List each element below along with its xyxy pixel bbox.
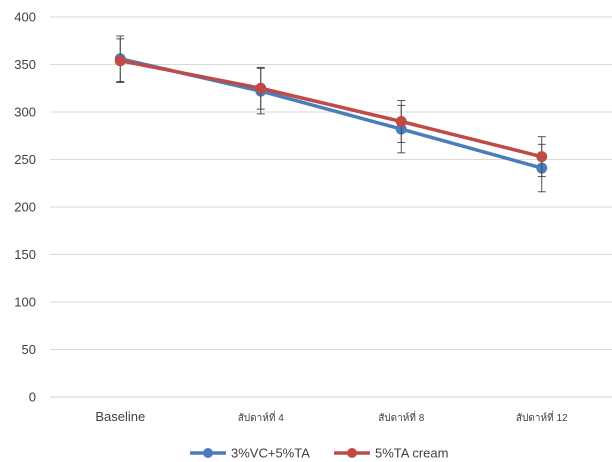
data-point [536, 151, 548, 163]
gridlines [50, 16, 612, 398]
legend: 3%VC+5%TA 5%TA cream [190, 446, 448, 461]
y-tick-label: 250 [14, 152, 36, 167]
y-tick-label: 100 [14, 295, 36, 310]
x-category-label: สัปดาห์ที่ 8 [378, 410, 425, 424]
y-tick-label: 350 [14, 57, 36, 72]
series-1 [114, 35, 548, 193]
y-tick-label: 300 [14, 105, 36, 120]
legend-label: 3%VC+5%TA [231, 446, 310, 461]
legend-swatch-marker [203, 448, 213, 458]
x-category-label: Baseline [95, 409, 145, 424]
y-axis-tick-labels: 0 50 100 150 200 250 300 350 400 [14, 10, 36, 405]
y-tick-label: 200 [14, 200, 36, 215]
data-point [395, 116, 407, 127]
x-category-label: สัปดาห์ที่ 4 [238, 410, 285, 424]
data-point [255, 82, 267, 94]
y-tick-label: 150 [14, 247, 36, 262]
data-point [114, 55, 126, 67]
y-tick-label: 50 [22, 342, 36, 357]
series-layer [114, 35, 548, 193]
x-axis-category-labels: Baseline สัปดาห์ที่ 4 สัปดาห์ที่ 8 สัปดาห์ท… [95, 409, 568, 424]
legend-label: 5%TA cream [375, 446, 448, 461]
series-line [118, 58, 544, 159]
legend-item: 3%VC+5%TA [190, 446, 310, 461]
series-line [118, 57, 544, 170]
legend-swatch-marker [347, 448, 357, 458]
y-tick-label: 400 [14, 10, 36, 25]
y-tick-label: 0 [29, 390, 36, 405]
legend-item: 5%TA cream [334, 446, 448, 461]
x-category-label: สัปดาห์ที่ 12 [516, 410, 568, 424]
series-2 [114, 38, 548, 178]
